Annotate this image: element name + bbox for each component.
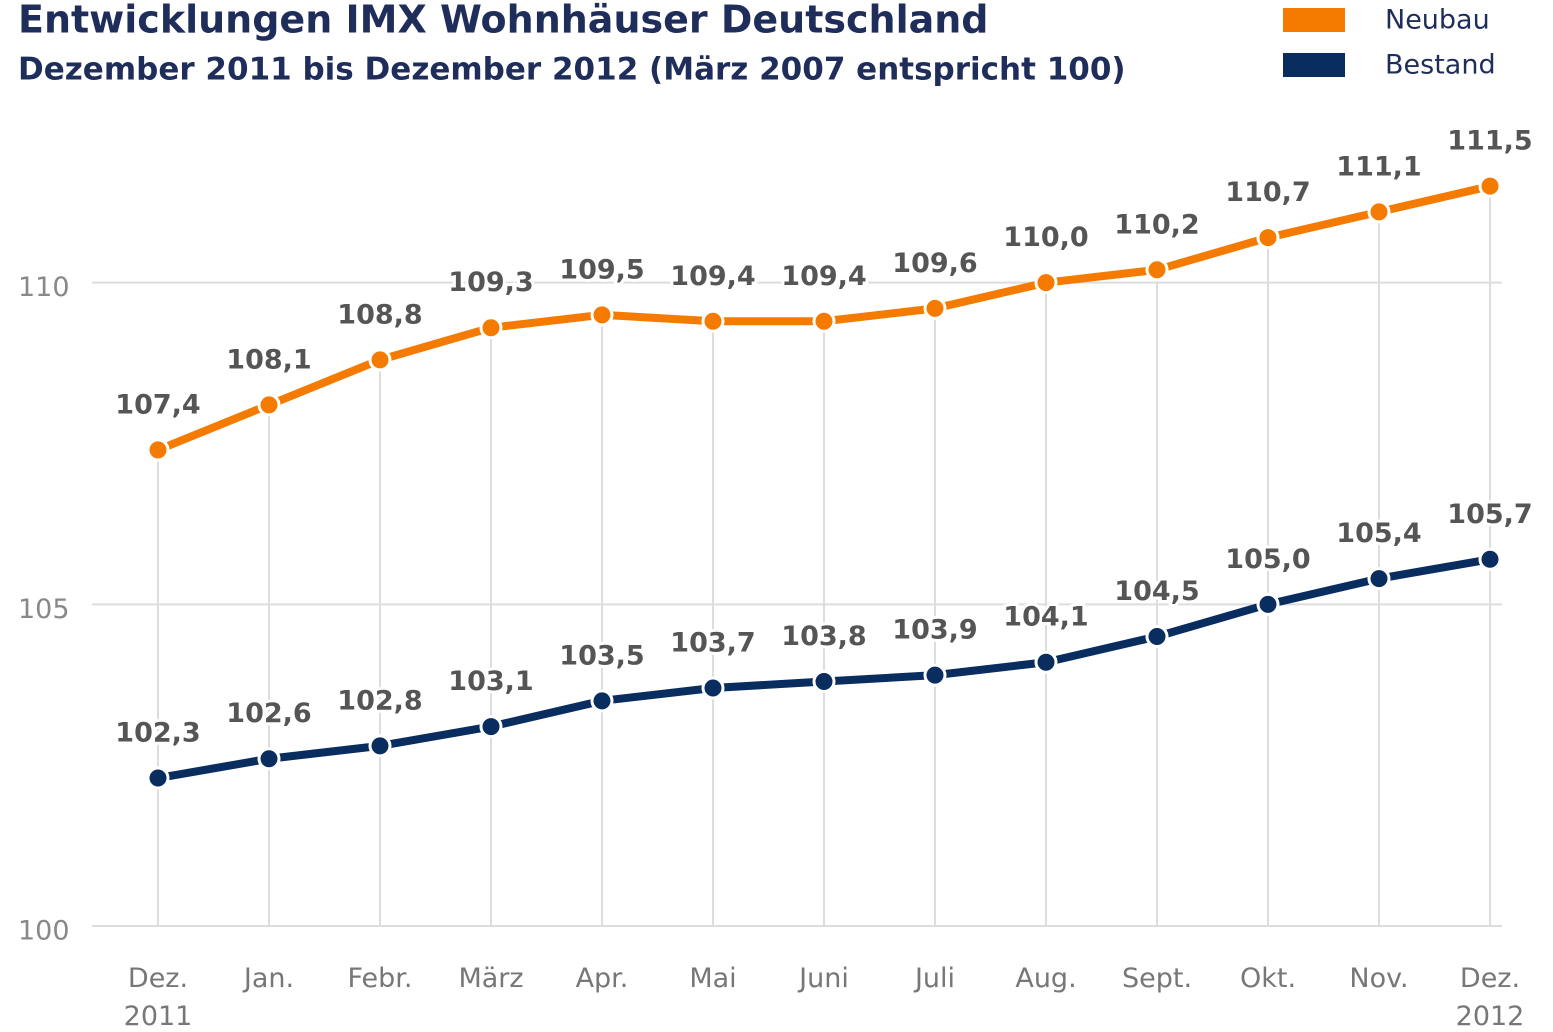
point xyxy=(146,438,170,462)
data-label: 110,0 xyxy=(1003,222,1088,253)
x-tick-label: Aug. xyxy=(1015,963,1077,994)
x-tick-label: Juli xyxy=(914,963,956,994)
data-label: 109,4 xyxy=(670,261,755,292)
point xyxy=(257,747,281,771)
point xyxy=(479,715,503,739)
legend-label: Bestand xyxy=(1385,50,1496,81)
data-label: 109,6 xyxy=(892,248,977,279)
data-label: 111,1 xyxy=(1336,151,1421,182)
x-tick-label: Apr. xyxy=(575,963,629,994)
chart-title: Entwicklungen IMX Wohnhäuser Deutschland xyxy=(18,0,989,42)
data-label: 103,8 xyxy=(781,621,866,652)
data-label: 102,6 xyxy=(226,698,311,729)
legend-swatch xyxy=(1283,53,1345,77)
point xyxy=(701,309,725,333)
x-tick-label: Dez. 2012 xyxy=(1455,963,1525,1032)
data-label: 108,8 xyxy=(337,299,422,330)
data-label: 109,5 xyxy=(559,254,644,285)
point xyxy=(257,393,281,417)
data-label: 108,1 xyxy=(226,344,311,375)
data-label: 105,7 xyxy=(1447,499,1532,530)
point xyxy=(1145,258,1169,282)
data-label: 105,0 xyxy=(1225,544,1310,575)
data-label: 103,9 xyxy=(892,615,977,646)
point xyxy=(590,689,614,713)
point xyxy=(1478,547,1502,571)
x-tick-label: März xyxy=(458,963,524,994)
legend-label: Neubau xyxy=(1385,5,1490,36)
x-tick-label: Okt. xyxy=(1239,963,1297,994)
x-tick-label: Nov. xyxy=(1349,963,1409,994)
point xyxy=(812,670,836,694)
x-tick-label: Mai xyxy=(689,963,737,994)
point xyxy=(923,296,947,320)
point xyxy=(1478,174,1502,198)
point xyxy=(1034,271,1058,295)
data-label: 109,3 xyxy=(448,267,533,298)
data-label: 104,1 xyxy=(1003,602,1088,633)
data-label: 102,8 xyxy=(337,685,422,716)
x-tick-label: Jan. xyxy=(243,963,295,994)
y-tick-label: 110 xyxy=(18,272,70,303)
x-tick-label: Juni xyxy=(799,963,849,994)
point xyxy=(146,766,170,790)
point xyxy=(479,316,503,340)
point xyxy=(590,303,614,327)
data-label: 102,3 xyxy=(115,718,200,749)
y-tick-label: 100 xyxy=(18,916,70,947)
data-label: 109,4 xyxy=(781,261,866,292)
point xyxy=(1145,625,1169,648)
x-tick-label: Febr. xyxy=(347,963,413,994)
y-tick-label: 105 xyxy=(18,594,70,625)
chart-subtitle: Dezember 2011 bis Dezember 2012 (März 20… xyxy=(18,52,1126,88)
x-tick-label: Sept. xyxy=(1121,963,1193,994)
point xyxy=(368,734,392,758)
data-label: 103,1 xyxy=(448,666,533,697)
point xyxy=(1256,592,1280,616)
data-label: 104,5 xyxy=(1114,576,1199,607)
point xyxy=(1367,567,1391,591)
point xyxy=(368,348,392,372)
point xyxy=(1034,650,1058,674)
point xyxy=(923,663,947,687)
data-label: 107,4 xyxy=(115,389,200,420)
point xyxy=(812,309,836,333)
data-label: 105,4 xyxy=(1336,518,1421,549)
data-label: 110,2 xyxy=(1114,209,1199,240)
legend-swatch xyxy=(1283,8,1345,32)
point xyxy=(701,676,725,700)
point xyxy=(1367,200,1391,224)
x-tick-label: Dez. 2011 xyxy=(123,963,193,1032)
data-label: 111,5 xyxy=(1447,126,1532,157)
data-label: 110,7 xyxy=(1225,177,1310,208)
data-label: 103,7 xyxy=(670,627,755,658)
point xyxy=(1256,226,1280,250)
data-label: 103,5 xyxy=(559,640,644,671)
